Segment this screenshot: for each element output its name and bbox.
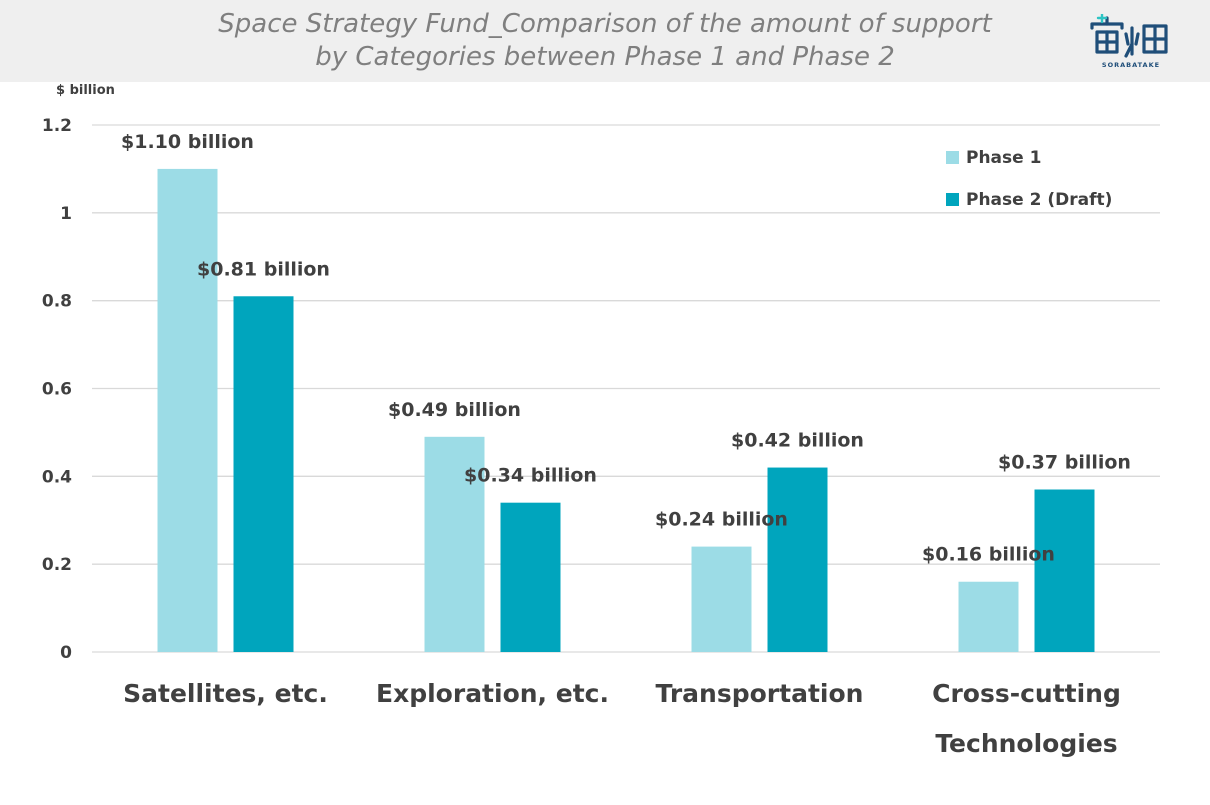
- legend-label: Phase 1: [966, 148, 1041, 168]
- data-label: $0.42 billion: [731, 430, 864, 452]
- bar-phase2: [1034, 489, 1095, 652]
- chart-title-line-2: by Categories between Phase 1 and Phase …: [315, 42, 895, 72]
- legend-swatch: [946, 193, 959, 206]
- category-label: Transportation: [656, 679, 864, 708]
- legend: Phase 1 Phase 2 (Draft): [946, 148, 1112, 210]
- data-label: $0.49 billion: [388, 399, 521, 421]
- category-label: Cross-cutting: [932, 679, 1121, 708]
- y-tick-label: 0.8: [42, 292, 72, 312]
- data-labels: $1.10 billion $0.81 billion $0.49 billion $…: [121, 131, 1131, 566]
- category-labels: Satellites, etc. Exploration, etc. Transpo…: [123, 679, 1121, 758]
- data-label: $0.16 billion: [922, 544, 1055, 566]
- data-label: $1.10 billion: [121, 131, 254, 153]
- logo-text: SORABATAKE: [1102, 61, 1160, 69]
- y-tick-label: 1.2: [42, 116, 72, 136]
- category-label: Satellites, etc.: [123, 679, 328, 708]
- legend-label: Phase 2 (Draft): [966, 190, 1112, 210]
- legend-swatch: [946, 151, 959, 164]
- bar-phase2: [233, 296, 294, 652]
- category-label: Exploration, etc.: [376, 679, 609, 708]
- bars: [157, 168, 1095, 652]
- category-label: Technologies: [935, 729, 1117, 758]
- bar-phase1: [691, 546, 752, 652]
- y-tick-label: 0: [60, 643, 72, 663]
- y-axis-ticks: 0 0.2 0.4 0.6 0.8 1 1.2: [42, 116, 72, 663]
- y-axis-unit-label: $ billion: [56, 83, 115, 98]
- y-tick-label: 1: [60, 204, 72, 224]
- bar-phase2: [500, 502, 561, 652]
- bar-phase1: [958, 581, 1019, 652]
- y-tick-label: 0.4: [42, 467, 72, 487]
- y-tick-label: 0.2: [42, 555, 72, 575]
- bar-phase2: [767, 467, 828, 652]
- data-label: $0.24 billion: [655, 509, 788, 531]
- data-label: $0.37 billion: [998, 452, 1131, 474]
- bar-phase1: [157, 168, 218, 652]
- chart-title-line-1: Space Strategy Fund_Comparison of the am…: [218, 9, 992, 39]
- data-label: $0.34 billion: [464, 465, 597, 487]
- bar-phase1: [424, 436, 485, 652]
- title-band: [0, 0, 1210, 82]
- data-label: $0.81 billion: [197, 258, 330, 280]
- sorabatake-logo-icon: SORABATAKE: [1090, 14, 1168, 69]
- chart-title: Space Strategy Fund_Comparison of the am…: [150, 8, 1060, 74]
- y-tick-label: 0.6: [42, 380, 72, 400]
